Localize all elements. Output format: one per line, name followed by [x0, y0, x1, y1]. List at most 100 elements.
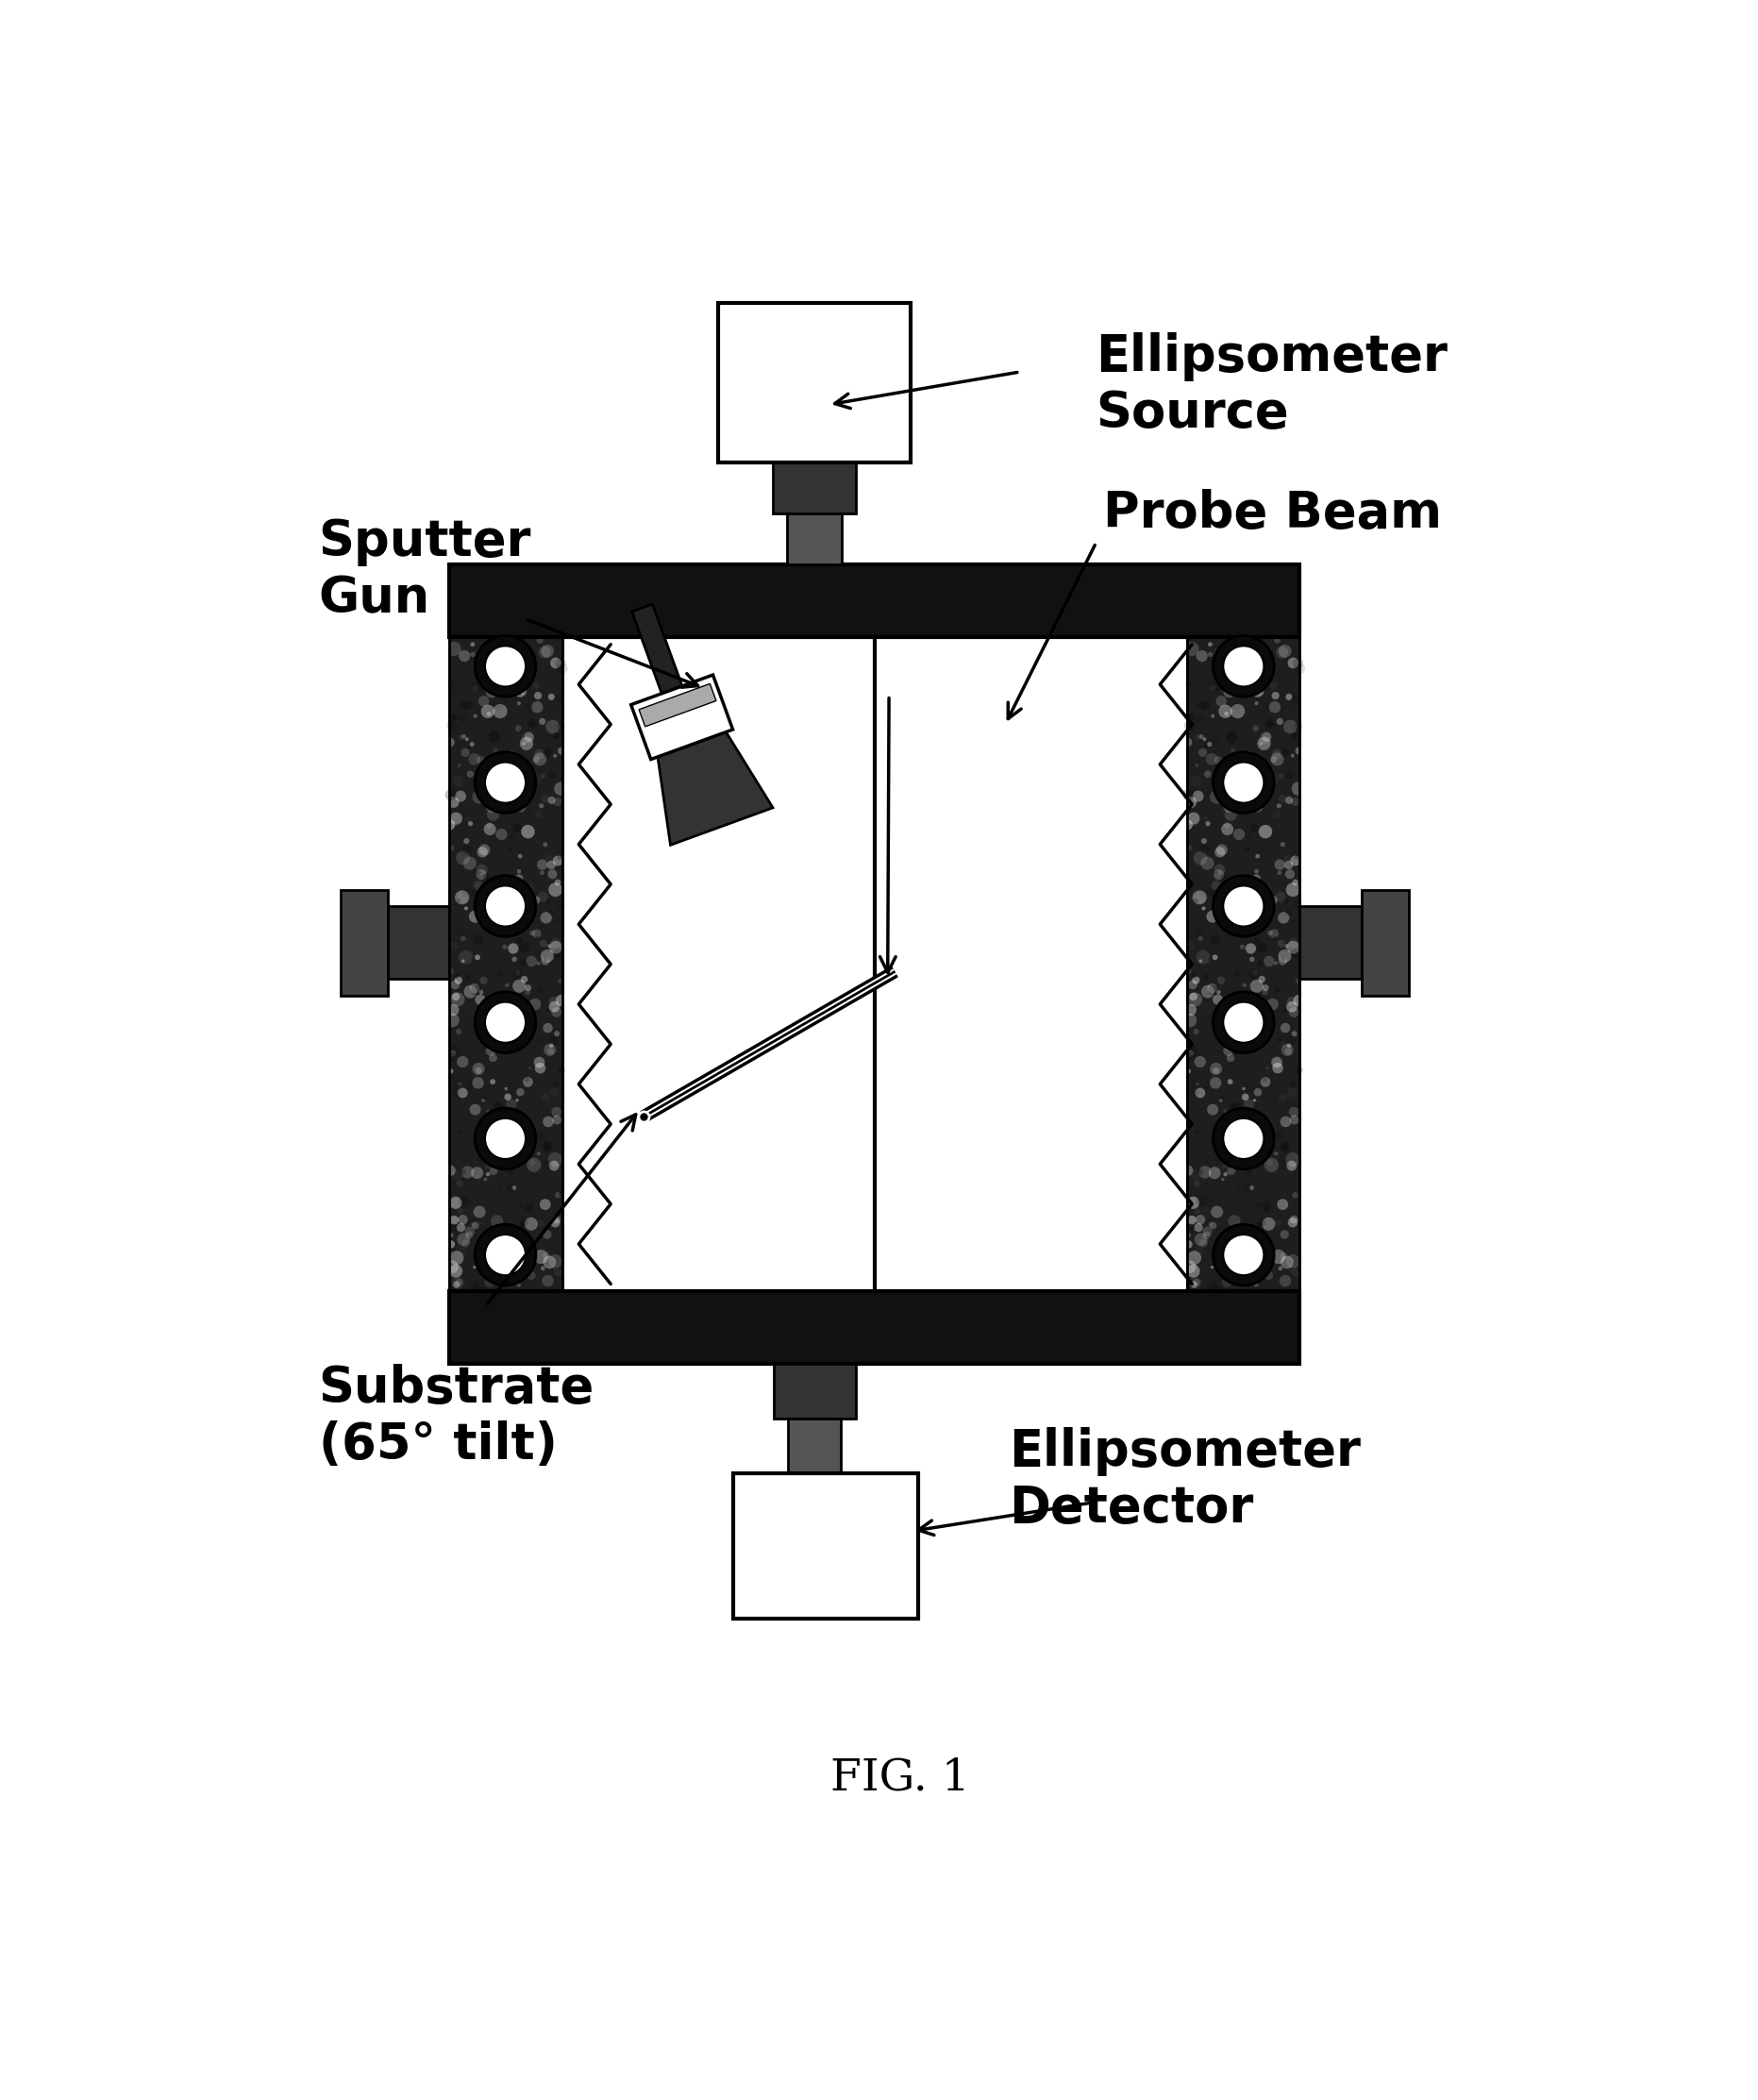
- Circle shape: [471, 888, 480, 897]
- Circle shape: [473, 790, 487, 804]
- Circle shape: [533, 928, 541, 939]
- Circle shape: [550, 657, 561, 668]
- Circle shape: [1257, 1218, 1266, 1226]
- Circle shape: [1234, 1275, 1243, 1283]
- Circle shape: [459, 1082, 462, 1086]
- Circle shape: [1289, 1218, 1297, 1226]
- Circle shape: [1262, 704, 1271, 712]
- Circle shape: [541, 773, 545, 779]
- Circle shape: [1202, 1231, 1211, 1239]
- Circle shape: [536, 1098, 540, 1102]
- Circle shape: [1208, 985, 1218, 995]
- Circle shape: [464, 838, 469, 844]
- Circle shape: [494, 796, 501, 802]
- Circle shape: [1287, 657, 1299, 668]
- Circle shape: [485, 647, 526, 687]
- Circle shape: [1278, 773, 1283, 779]
- Circle shape: [1259, 825, 1273, 838]
- Circle shape: [1257, 960, 1266, 966]
- Circle shape: [1273, 1063, 1283, 1073]
- Circle shape: [520, 737, 533, 750]
- Circle shape: [1287, 998, 1296, 1006]
- Circle shape: [1245, 1184, 1252, 1191]
- Circle shape: [489, 1054, 498, 1063]
- Circle shape: [1243, 983, 1246, 987]
- Circle shape: [475, 752, 536, 813]
- Circle shape: [548, 796, 556, 804]
- Circle shape: [1294, 953, 1297, 958]
- Circle shape: [473, 1063, 485, 1075]
- Circle shape: [1187, 1046, 1197, 1056]
- Circle shape: [541, 1275, 554, 1287]
- Circle shape: [1206, 821, 1210, 825]
- Circle shape: [540, 718, 545, 724]
- Circle shape: [1239, 945, 1245, 949]
- Circle shape: [473, 1266, 476, 1268]
- Circle shape: [485, 1002, 526, 1044]
- Circle shape: [1199, 844, 1208, 855]
- Circle shape: [538, 892, 548, 903]
- Circle shape: [1269, 928, 1278, 939]
- Circle shape: [475, 636, 536, 697]
- Circle shape: [1225, 895, 1234, 903]
- Circle shape: [556, 918, 561, 922]
- Circle shape: [536, 987, 543, 993]
- Circle shape: [531, 722, 538, 731]
- Circle shape: [536, 937, 540, 939]
- Circle shape: [536, 1151, 540, 1155]
- Circle shape: [466, 974, 471, 981]
- Circle shape: [1195, 890, 1208, 903]
- Circle shape: [469, 846, 473, 851]
- Circle shape: [527, 1270, 536, 1279]
- Circle shape: [506, 846, 512, 853]
- Circle shape: [1195, 764, 1199, 766]
- Circle shape: [540, 1214, 543, 1218]
- Circle shape: [1280, 1140, 1290, 1151]
- Circle shape: [1269, 701, 1280, 714]
- Circle shape: [1185, 680, 1192, 687]
- Polygon shape: [631, 605, 682, 693]
- Circle shape: [1287, 1161, 1297, 1172]
- Circle shape: [485, 802, 498, 813]
- Circle shape: [1192, 790, 1204, 802]
- Circle shape: [1278, 796, 1287, 802]
- Circle shape: [1283, 1008, 1287, 1012]
- Circle shape: [487, 1037, 501, 1050]
- Circle shape: [461, 1166, 475, 1178]
- Circle shape: [1255, 804, 1260, 809]
- Circle shape: [466, 1231, 473, 1239]
- Circle shape: [1227, 1079, 1232, 1084]
- Circle shape: [1294, 995, 1304, 1006]
- Circle shape: [1276, 804, 1282, 809]
- Circle shape: [557, 748, 566, 754]
- Circle shape: [512, 1186, 517, 1191]
- Circle shape: [522, 1077, 533, 1088]
- Circle shape: [476, 1252, 489, 1264]
- Circle shape: [513, 901, 524, 911]
- Circle shape: [1250, 666, 1259, 674]
- Circle shape: [1239, 779, 1250, 790]
- Circle shape: [457, 1233, 469, 1245]
- Circle shape: [461, 937, 466, 941]
- Circle shape: [1243, 1035, 1245, 1040]
- Circle shape: [531, 897, 540, 905]
- Circle shape: [1187, 1197, 1199, 1210]
- Circle shape: [1229, 1060, 1232, 1065]
- Circle shape: [543, 958, 548, 962]
- Circle shape: [1278, 1266, 1283, 1270]
- Circle shape: [471, 643, 475, 647]
- Circle shape: [468, 754, 480, 764]
- Circle shape: [1285, 943, 1289, 949]
- Circle shape: [556, 1193, 561, 1199]
- Circle shape: [1204, 771, 1211, 777]
- Circle shape: [540, 872, 545, 876]
- Circle shape: [1296, 1067, 1303, 1073]
- Circle shape: [1185, 1004, 1197, 1016]
- Circle shape: [1181, 1166, 1194, 1176]
- Circle shape: [517, 937, 522, 943]
- Circle shape: [524, 1077, 529, 1082]
- Circle shape: [1248, 657, 1257, 666]
- Circle shape: [519, 1218, 527, 1226]
- Circle shape: [520, 884, 534, 897]
- Circle shape: [545, 1008, 548, 1012]
